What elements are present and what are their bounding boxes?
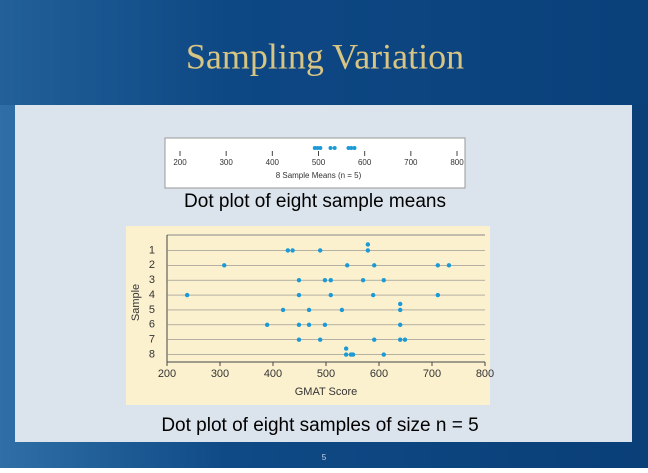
- dot: [322, 277, 328, 283]
- dot: [365, 248, 371, 253]
- dot: [435, 263, 441, 268]
- caption: Dot plot of eight samples of size n = 5: [161, 415, 478, 436]
- dot: [290, 248, 295, 253]
- y-tick-label: 8: [149, 348, 155, 360]
- dot: [398, 301, 403, 307]
- dot: [398, 307, 403, 313]
- x-tick-label: 200: [158, 368, 176, 380]
- y-tick-label: 1: [149, 244, 155, 256]
- dot: [280, 307, 286, 313]
- x-tick-label: 600: [370, 368, 388, 380]
- y-tick-label: 7: [149, 334, 155, 346]
- x-tick-label: 600: [358, 158, 372, 167]
- dot: [360, 277, 366, 283]
- x-tick-label: 400: [266, 158, 280, 167]
- y-tick-label: 3: [149, 274, 155, 286]
- x-tick-label: 700: [404, 158, 418, 167]
- dot: [306, 307, 312, 313]
- header-band: [0, 0, 648, 105]
- x-tick-label: 700: [423, 368, 441, 380]
- dot: [350, 352, 356, 357]
- dot: [435, 292, 441, 298]
- dot: [372, 263, 377, 268]
- dot: [315, 146, 320, 150]
- dot: [285, 248, 291, 253]
- chart-frame: [126, 226, 490, 405]
- x-tick-label: 300: [211, 368, 229, 380]
- x-tick-label: 300: [219, 158, 233, 167]
- dot: [264, 322, 270, 328]
- x-tick-label: 500: [317, 368, 335, 380]
- x-tick-label: 800: [476, 368, 494, 380]
- x-axis-label: 8 Sample Means (n = 5): [276, 171, 362, 180]
- y-tick-label: 2: [149, 259, 155, 271]
- dot: [317, 248, 323, 253]
- dot: [328, 146, 333, 150]
- y-tick-label: 4: [149, 289, 155, 301]
- dot: [343, 346, 349, 351]
- y-tick-label: 6: [149, 319, 155, 331]
- dot: [346, 146, 351, 150]
- slide-title: Sampling Variation: [186, 36, 464, 76]
- dot: [365, 242, 371, 247]
- y-axis-label: Sample: [130, 284, 142, 321]
- dot: [381, 277, 386, 283]
- dot: [222, 263, 227, 268]
- x-tick-label: 800: [450, 158, 464, 167]
- x-tick-label: 200: [173, 158, 187, 167]
- dot: [306, 322, 312, 328]
- page-number: 5: [322, 453, 327, 462]
- dot: [345, 263, 350, 268]
- dot: [343, 352, 349, 357]
- dot: [352, 146, 357, 150]
- dot: [398, 322, 403, 328]
- dot: [402, 337, 408, 342]
- dot: [328, 277, 333, 283]
- dot: [339, 307, 345, 313]
- dot: [446, 263, 452, 268]
- dot: [381, 352, 386, 357]
- dot: [312, 146, 317, 150]
- dot: [184, 292, 190, 298]
- dot: [332, 146, 337, 150]
- dot: [296, 292, 302, 298]
- dot: [318, 146, 323, 150]
- dot: [317, 337, 323, 342]
- x-axis-label: GMAT Score: [295, 386, 358, 398]
- dot: [328, 292, 333, 298]
- dot: [370, 292, 376, 298]
- dot: [398, 337, 403, 342]
- dot: [349, 146, 354, 150]
- x-tick-label: 500: [312, 158, 326, 167]
- caption: Dot plot of eight sample means: [184, 191, 446, 212]
- x-tick-label: 400: [264, 368, 282, 380]
- y-tick-label: 5: [149, 304, 155, 316]
- dot: [296, 337, 302, 342]
- dot: [296, 277, 302, 283]
- dot: [372, 337, 377, 342]
- dot: [322, 322, 328, 328]
- dot: [296, 322, 302, 328]
